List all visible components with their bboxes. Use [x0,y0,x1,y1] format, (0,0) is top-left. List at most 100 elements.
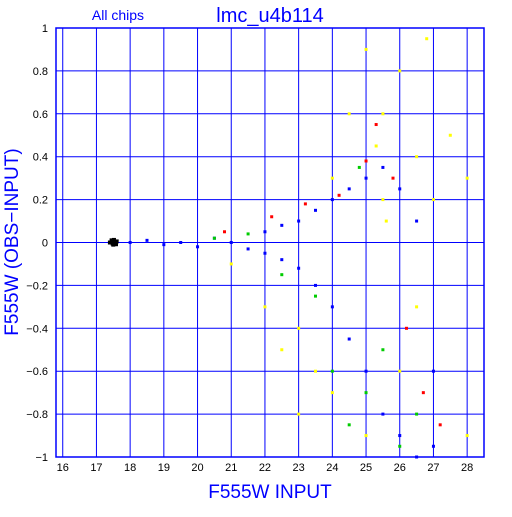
blue-data-point [431,369,435,373]
black-data-point [113,242,118,247]
x-tick-label: 27 [427,462,439,474]
yellow-data-point [415,305,419,309]
yellow-data-point [448,133,452,137]
data-points [107,37,469,459]
yellow-data-point [398,69,402,73]
x-tick-label: 23 [293,462,305,474]
blue-data-point [263,251,267,255]
blue-data-point [196,245,200,249]
x-tick-label: 28 [461,462,473,474]
blue-data-point [347,187,351,191]
x-tick-label: 26 [394,462,406,474]
x-tick-label: 18 [124,462,136,474]
blue-data-point [128,241,132,244]
y-tick-label: −0.2 [26,280,48,292]
yellow-data-point [280,348,284,352]
green-data-point [347,423,351,427]
blue-data-point [347,337,351,341]
blue-data-point [145,238,149,242]
green-data-point [330,369,334,373]
blue-data-point [398,434,402,438]
yellow-data-point [229,262,233,266]
yellow-data-point [381,198,385,202]
blue-data-point [381,165,385,169]
y-tick-label: 0.6 [33,109,48,121]
black-data-point [114,239,119,244]
green-data-point [357,165,361,169]
green-data-point [212,236,216,240]
blue-data-point [330,198,334,202]
blue-data-point [246,247,250,251]
y-tick-label: 1 [42,23,48,35]
blue-data-point [330,305,334,309]
green-data-point [313,294,317,298]
blue-data-point [297,219,301,223]
x-tick-label: 17 [90,462,102,474]
x-tick-label: 21 [225,462,237,474]
green-data-point [364,391,368,395]
yellow-data-point [374,144,378,148]
y-axis-label: F555W (OBS−INPUT) [2,148,23,335]
black-data-point [109,238,114,243]
yellow-data-point [431,198,435,202]
y-tick-label: 0.2 [33,195,48,207]
yellow-data-point [415,155,419,159]
yellow-data-point [313,369,317,373]
red-data-point [364,159,368,163]
green-data-point [280,273,284,277]
yellow-data-point [364,47,368,51]
green-data-point [415,412,419,416]
red-data-point [337,193,341,197]
blue-data-point [229,241,233,244]
red-data-point [391,176,395,180]
y-tick-label: −1 [35,452,48,464]
yellow-data-point [364,434,368,438]
blue-data-point [313,208,317,212]
y-tick-label: −0.8 [26,409,48,421]
yellow-data-point [330,176,334,180]
blue-data-point [431,444,435,448]
y-tick-label: 0.8 [33,66,48,78]
x-tick-label: 22 [259,462,271,474]
yellow-data-point [330,391,334,395]
red-data-point [303,202,307,206]
blue-data-point [263,230,267,234]
blue-data-point [162,243,166,247]
red-data-point [270,215,274,219]
yellow-data-point [465,434,469,438]
x-tick-label: 19 [158,462,170,474]
yellow-data-point [398,369,402,373]
green-data-point [246,232,250,236]
x-axis-label: F555W INPUT [208,482,332,503]
black-data-point [107,240,112,245]
blue-data-point [280,258,284,262]
x-tick-label: 24 [326,462,338,474]
yellow-data-point [297,412,301,416]
x-tick-label: 16 [57,462,69,474]
red-data-point [223,230,227,234]
blue-data-point [297,266,301,270]
yellow-data-point [347,112,351,116]
yellow-data-point [465,176,469,180]
red-data-point [438,423,442,427]
y-tick-label: −0.4 [26,323,48,335]
blue-data-point [364,176,368,180]
red-data-point [374,123,378,127]
blue-data-point [415,219,419,223]
blue-data-point [398,187,402,191]
tick-labels: 16 17 18 19 20 21 22 23 24 25 26 27 28 −1 −0.8 −0.6 −0.4… [26,23,473,474]
y-tick-label: −0.6 [26,366,48,378]
x-tick-label: 25 [360,462,372,474]
plot-frame [55,27,485,458]
yellow-data-point [263,305,267,309]
blue-data-point [179,241,183,244]
yellow-data-point [425,37,429,41]
grid [56,27,484,458]
yellow-data-point [384,219,388,223]
chart-title: lmc_u4b114 [216,5,323,27]
y-tick-label: 0 [42,238,48,250]
green-data-point [398,444,402,448]
black-data-point [111,237,116,242]
